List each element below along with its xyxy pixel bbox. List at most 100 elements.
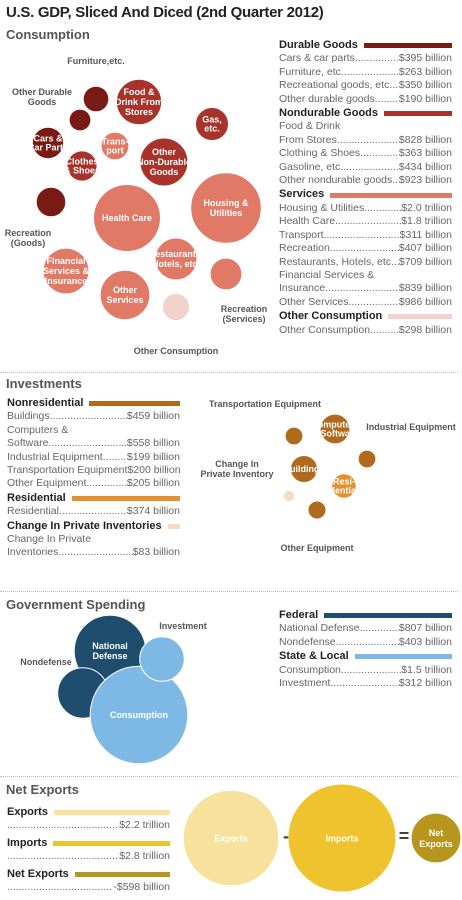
legend-item-value: $828 billion — [398, 133, 452, 146]
legend-item-label: Housing & Utilities — [279, 201, 365, 214]
legend-item-label: Other Services — [279, 295, 349, 308]
legend-item: Insurance $839 billion — [279, 282, 452, 295]
bubble-transportation-equipment — [284, 426, 304, 446]
legend-item: Other nondurable goods $923 billion — [279, 174, 452, 187]
legend-item-label: Investment — [279, 677, 331, 690]
legend-item-label: Software — [7, 437, 49, 450]
legend-color-bar — [330, 192, 452, 198]
bubble-exports — [182, 789, 280, 887]
bubble-computers-software — [319, 413, 351, 445]
legend-item-value: $839 billion — [398, 282, 452, 295]
legend-group-title: Other Consumption — [279, 310, 383, 323]
legend-item-value: $558 billion — [126, 437, 180, 450]
legend-item: Transport $311 billion — [279, 229, 452, 242]
bubble-label: Buildings — [284, 464, 325, 474]
legend-item: Consumption $1.5 trillion — [279, 664, 452, 677]
legend-item: Other Services $986 billion — [279, 296, 452, 309]
legend-item-label: Other Equipment — [7, 477, 87, 490]
legend-item-label: Other nondurable goods — [279, 174, 393, 187]
section-title-net-exports: Net Exports — [6, 782, 79, 797]
legend-item: $2.8 trillion — [7, 850, 170, 863]
legend-color-bar — [167, 523, 180, 529]
legend-item-value: $986 billion — [398, 295, 452, 308]
divider — [0, 591, 458, 592]
bubble-other-non-durable-goods — [139, 137, 189, 187]
bubble-net-exports — [410, 812, 462, 864]
bubble-gas-etc — [195, 107, 229, 141]
legend-group-other-consumption: Other Consumption — [279, 310, 452, 323]
legend-group-title: Net Exports — [7, 867, 69, 880]
bubble-label: Investment — [159, 621, 207, 631]
legend-item: Recreation $407 billion — [279, 242, 452, 255]
bubble-industrial-equipment — [357, 449, 377, 469]
legend-item-value: $200 billion — [127, 464, 181, 477]
legend-item: Other durable goods $190 billion — [279, 93, 452, 106]
legend-group-title: Nonresidential — [7, 397, 84, 409]
legend-item: Buildings $459 billion — [7, 410, 180, 423]
legend-item-label: Gasoline, etc. — [279, 160, 344, 173]
net-exports-legend: Exports $2.2 trillion Imports $2.8 trillion… — [7, 805, 170, 897]
legend-item-label: Transportation Equipment — [7, 464, 128, 477]
legend-group-title: Nondurable Goods — [279, 107, 378, 120]
legend-group-title: Durable Goods — [279, 39, 358, 51]
legend-color-bar — [363, 43, 452, 49]
legend-item: From Stores $828 billion — [279, 134, 452, 147]
legend-item-label: Industrial Equipment — [7, 450, 103, 463]
legend-item: Other Consumption $298 billion — [279, 324, 452, 337]
bubble-housing-utilities — [190, 172, 262, 244]
bubble-buildings — [290, 455, 318, 483]
legend-item-label: Nondefense — [279, 635, 336, 648]
legend-item-value: $205 billion — [126, 477, 180, 490]
bubble-label: Other Non-Durable Goods — [137, 147, 191, 177]
legend-item: $2.2 trillion — [7, 819, 170, 832]
bubble-label: Cars & Car Parts — [28, 133, 68, 152]
bubble-label: Recreation (Services) — [221, 304, 268, 324]
legend-item-value: $311 billion — [399, 228, 452, 241]
legend-item-value: $434 billion — [398, 160, 452, 173]
legend-item: Furniture, etc. $263 billion — [279, 66, 452, 79]
legend-item-value: $459 billion — [126, 410, 180, 423]
legend-color-bar — [354, 654, 452, 660]
legend-color-bar — [74, 871, 170, 877]
bubble-label: Food & Drink From Stores — [115, 87, 163, 117]
bubble-other-services — [99, 269, 151, 321]
bubble-change-in-private-inventory — [282, 489, 296, 503]
legend-item-value: $1.5 trillion — [401, 663, 452, 676]
legend-item: Health Care $1.8 trillion — [279, 215, 452, 228]
bubble-label: Housing & Utilities — [204, 198, 249, 218]
legend-color-bar — [89, 401, 180, 407]
bubble-label: National Defense — [92, 641, 128, 661]
legend-item-label: Clothing & Shoes — [279, 147, 361, 160]
divider — [0, 776, 458, 777]
legend-item-label: From Stores — [279, 133, 337, 146]
legend-item: Software $558 billion — [7, 437, 180, 450]
legend-group-nonresidential: Nonresidential — [7, 397, 180, 410]
legend-item-value: $350 billion — [398, 79, 452, 92]
bubble-label: Other Services — [106, 285, 143, 305]
legend-group-title: Residential — [7, 491, 66, 504]
legend-group-title: Change In Private Inventories — [7, 519, 162, 532]
bubble-restaurants-hotels-etc — [154, 237, 198, 281]
bubble-label: Restaurants, Hotels, etc. — [149, 249, 204, 269]
legend-item-value: $403 billion — [398, 635, 452, 648]
section-title-investments: Investments — [6, 376, 82, 391]
page-title: U.S. GDP, Sliced And Diced (2nd Quarter … — [6, 4, 324, 21]
legend-group-exports: Exports — [7, 806, 170, 819]
legend-item: Recreational goods, etc. $350 billion — [279, 79, 452, 92]
divider — [0, 372, 458, 373]
legend-item: Other Equipment $205 billion — [7, 477, 180, 490]
legend-group-residential: Residential — [7, 492, 180, 505]
legend-item: Restaurants, Hotels, etc. $709 billion — [279, 256, 452, 269]
bubble-imports — [287, 783, 397, 893]
bubble-label: Exports — [214, 834, 248, 844]
bubble-recreation-goods — [35, 186, 67, 218]
legend-item-label: Food & Drink — [279, 120, 341, 133]
legend-item-label: Other durable goods — [279, 92, 375, 105]
bubble-investment — [139, 636, 185, 682]
legend-group-title: Services — [279, 188, 325, 201]
legend-item: Cars & car parts $395 billion — [279, 52, 452, 65]
